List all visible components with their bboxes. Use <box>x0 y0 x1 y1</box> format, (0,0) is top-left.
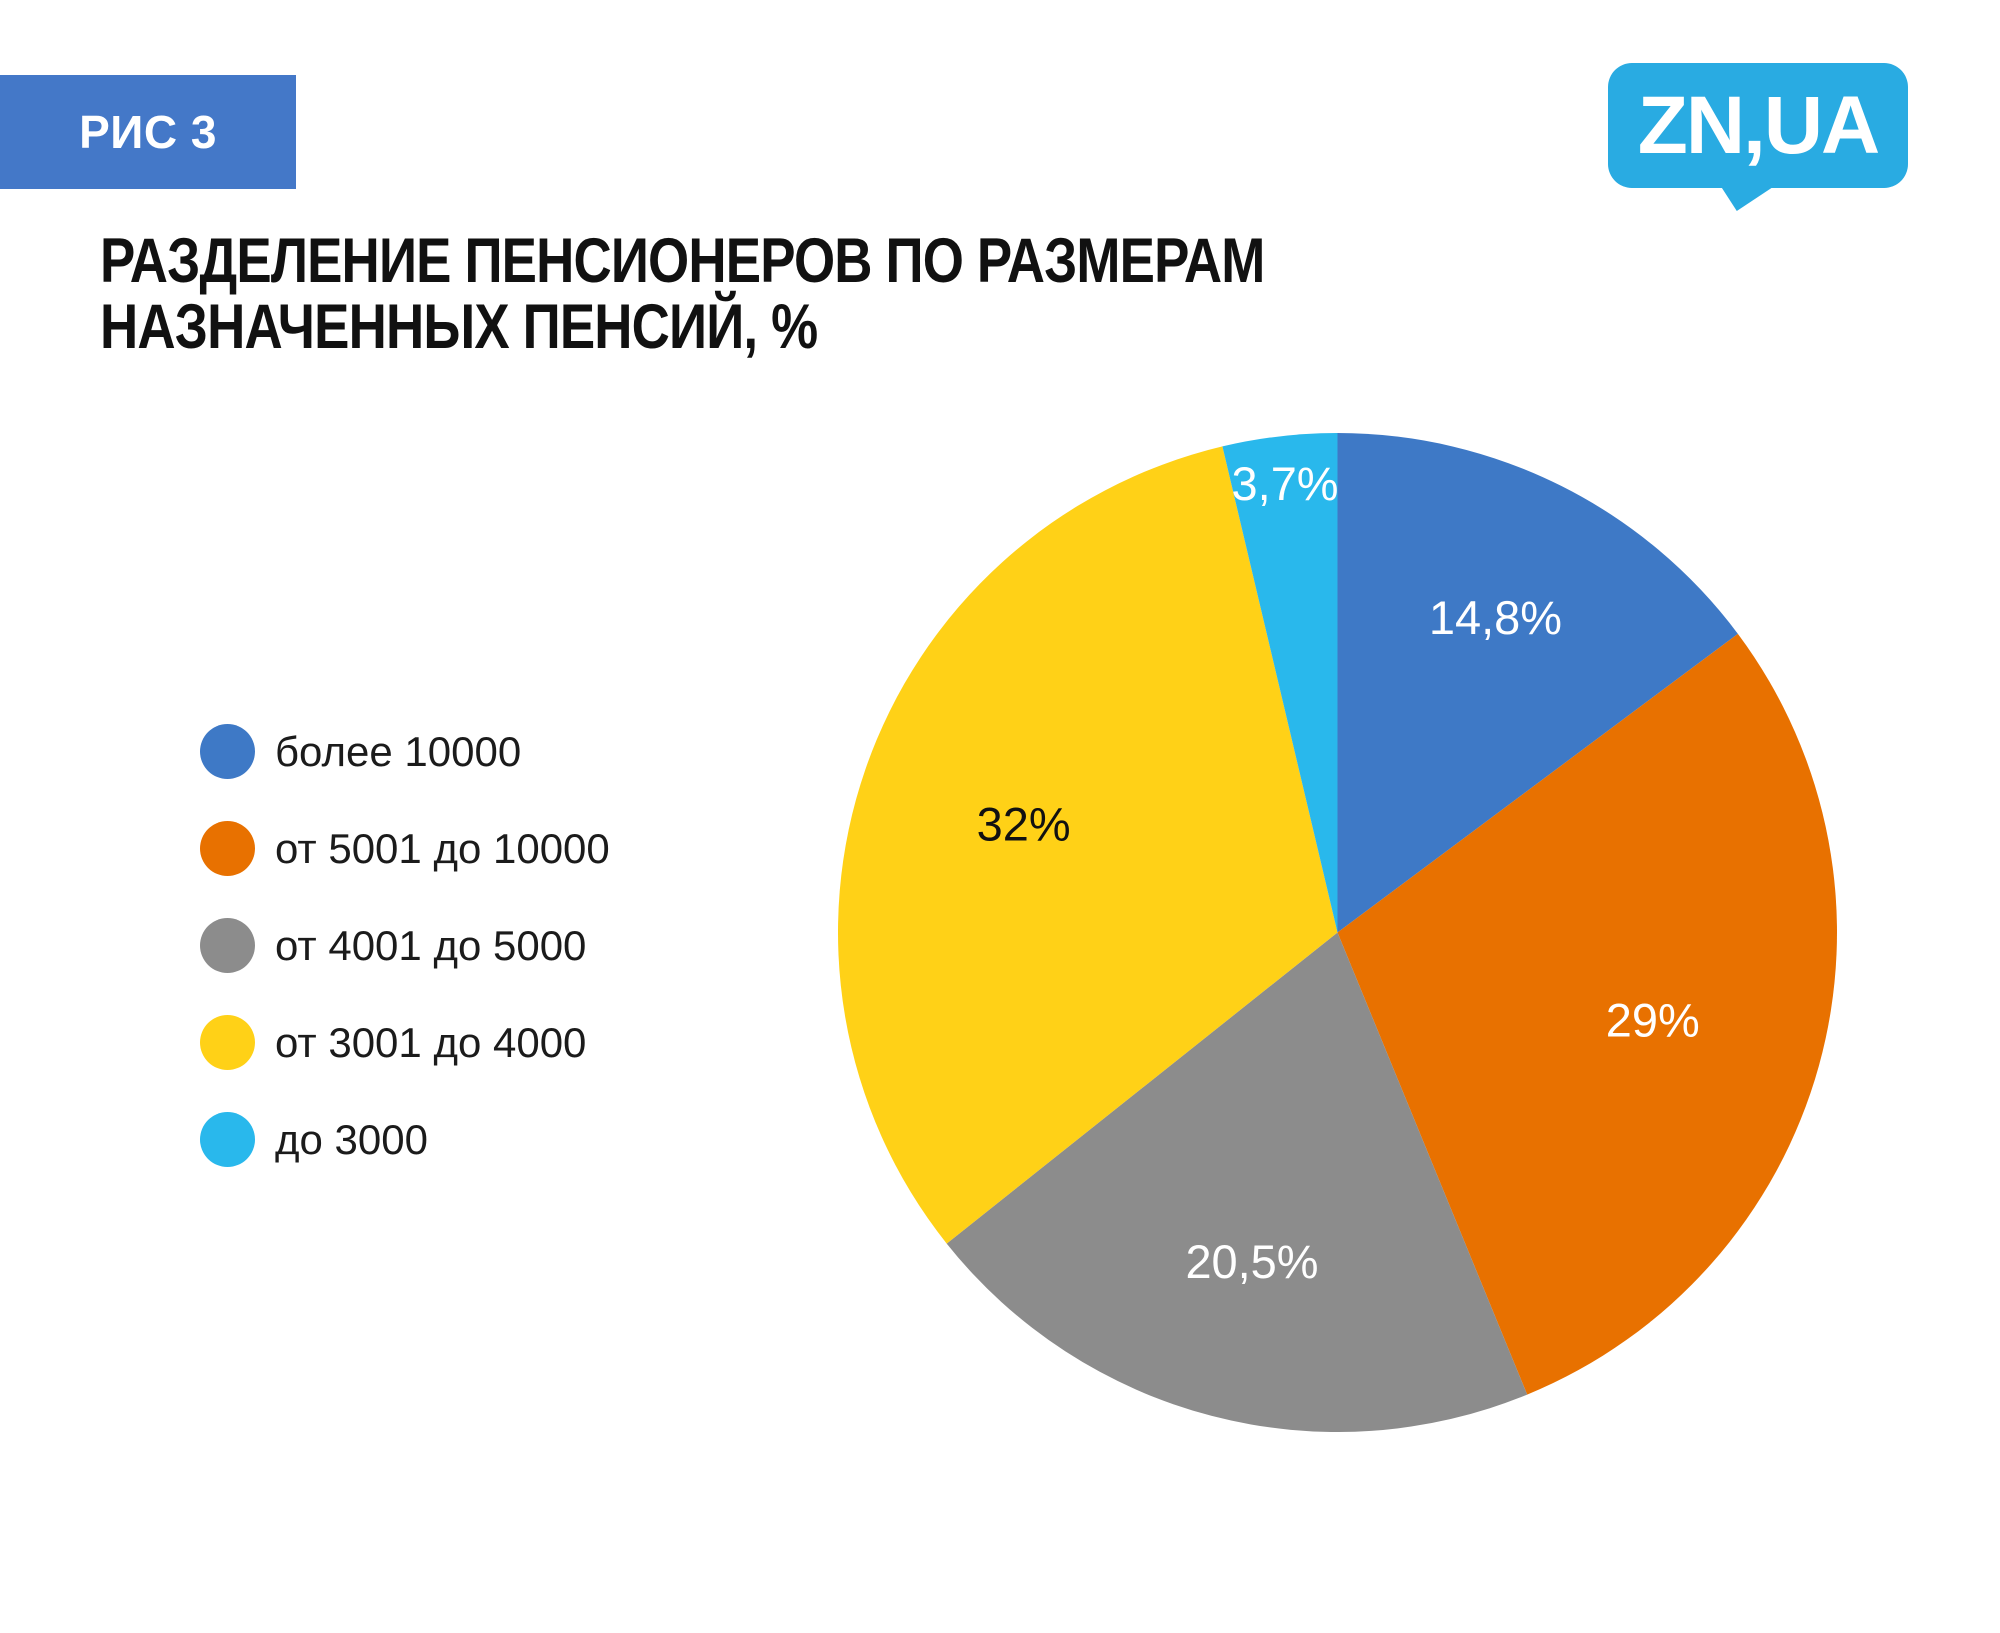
legend-item-2: от 5001 до 10000 <box>200 821 610 876</box>
chart-title-line2: НАЗНАЧЕННЫХ ПЕНСИЙ, % <box>100 292 818 362</box>
legend-label: от 4001 до 5000 <box>275 921 587 969</box>
pie-slice-4 <box>838 446 1338 1244</box>
pie-slice-value-label: 29% <box>1606 993 1700 1046</box>
legend-swatch <box>200 918 255 973</box>
pie-slice-5 <box>1222 433 1338 933</box>
legend-item-1: более 10000 <box>200 724 610 779</box>
legend-item-5: до 3000 <box>200 1112 610 1167</box>
legend-swatch <box>200 1015 255 1070</box>
chart-title-line1: РАЗДЕЛЕНИЕ ПЕНСИОНЕРОВ ПО РАЗМЕРАМ <box>100 226 1265 296</box>
znua-logo-tail-icon <box>1720 185 1776 211</box>
legend-label: более 10000 <box>275 727 522 775</box>
chart-title: РАЗДЕЛЕНИЕ ПЕНСИОНЕРОВ ПО РАЗМЕРАМ НАЗНА… <box>100 228 1265 360</box>
pie-slice-value-label: 14,8% <box>1429 591 1562 644</box>
pie-slice-value-label: 3,7% <box>1232 457 1339 510</box>
legend-label: от 5001 до 10000 <box>275 824 610 872</box>
legend-swatch <box>200 821 255 876</box>
znua-logo-text: ZN,UA <box>1637 79 1881 171</box>
legend-item-3: от 4001 до 5000 <box>200 918 610 973</box>
pie-chart: 14,8% 29% 20,5% 32% 3,7% <box>838 433 1837 1432</box>
figure-badge: РИС 3 <box>0 75 296 189</box>
pie-slice-2 <box>1337 633 1837 1395</box>
pie-slice-value-label: 32% <box>977 797 1071 850</box>
legend-label: от 3001 до 4000 <box>275 1018 587 1066</box>
legend-swatch <box>200 724 255 779</box>
pie-slice-1 <box>1337 433 1738 933</box>
legend-label: до 3000 <box>275 1115 428 1163</box>
chart-legend: более 10000 от 5001 до 10000 от 4001 до 50… <box>200 724 610 1167</box>
legend-item-4: от 3001 до 4000 <box>200 1015 610 1070</box>
figure-badge-label: РИС 3 <box>79 106 217 158</box>
pie-slice-3 <box>946 932 1528 1432</box>
pie-slice-value-label: 20,5% <box>1185 1235 1318 1288</box>
znua-logo: ZN,UA <box>1608 63 1908 211</box>
legend-swatch <box>200 1112 255 1167</box>
